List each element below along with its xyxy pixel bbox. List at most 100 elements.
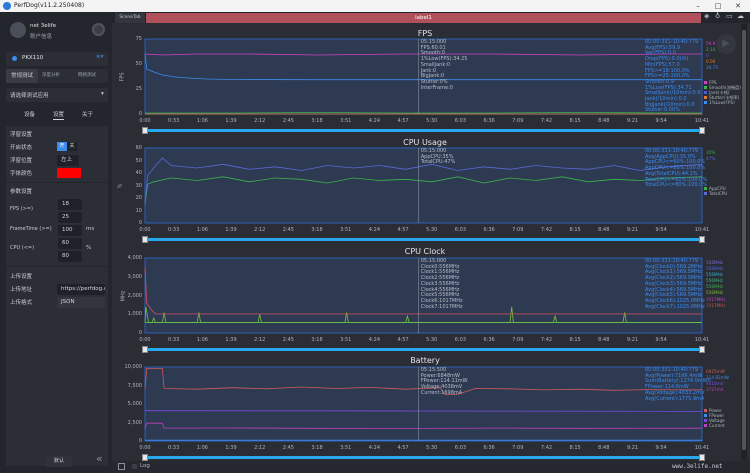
legend-value: 556MHz bbox=[706, 278, 723, 284]
legend-values: 35% 47% bbox=[706, 150, 715, 162]
vertical-scrollbar[interactable] bbox=[741, 24, 747, 460]
maximize-button[interactable]: □ bbox=[714, 2, 722, 10]
log-checkbox[interactable] bbox=[132, 464, 137, 469]
time-range-slider[interactable] bbox=[145, 456, 702, 459]
stats-line: FPower:114.6mW bbox=[645, 384, 689, 391]
scene-tab[interactable]: SceneTab bbox=[115, 13, 145, 23]
x-tick-label: 6:03 bbox=[454, 227, 467, 233]
x-tick-label: 1:39 bbox=[225, 445, 237, 451]
collapse-sidebar-button[interactable]: « bbox=[96, 452, 103, 465]
x-tick-label: 0:33 bbox=[168, 227, 180, 233]
legend-item[interactable]: Smooth(流畅度) bbox=[704, 85, 741, 90]
legend-item[interactable]: Power bbox=[704, 408, 725, 413]
float-position-select[interactable]: 左上 bbox=[57, 155, 79, 166]
y-tick-label: 30 bbox=[135, 182, 142, 189]
range-end-handle[interactable] bbox=[699, 236, 705, 243]
legend-label: Stutter(卡顿率) bbox=[709, 95, 740, 100]
pin-icon[interactable]: ♁ bbox=[715, 12, 721, 20]
range-start-handle[interactable] bbox=[142, 454, 148, 461]
stats-line: Avg(Clock6):1025.0MHz bbox=[645, 297, 705, 304]
footer-toggle-icon[interactable] bbox=[118, 463, 125, 470]
font-color-label: 字体颜色 bbox=[10, 171, 33, 177]
font-color-swatch[interactable] bbox=[57, 168, 81, 178]
range-start-handle[interactable] bbox=[142, 236, 148, 243]
cpu-threshold-2[interactable]: 80 bbox=[58, 251, 82, 262]
float-on-toggle[interactable]: 开 bbox=[57, 142, 67, 151]
legend-item[interactable]: FPS bbox=[704, 80, 741, 85]
legend-item[interactable]: Jank(卡顿) bbox=[704, 90, 741, 95]
account-info-link[interactable]: 账户信息 bbox=[30, 34, 53, 40]
legend-value: 556MHz bbox=[706, 266, 723, 272]
legend-item[interactable]: Voltage bbox=[704, 418, 725, 423]
legend-item[interactable]: AppCPU bbox=[704, 186, 727, 191]
y-tick-label: 50 bbox=[135, 61, 142, 67]
subtab-about[interactable]: 关于 bbox=[82, 112, 94, 118]
x-tick-label: 3:18 bbox=[311, 337, 323, 343]
label-tab[interactable]: label1 bbox=[146, 13, 701, 23]
cloud-icon[interactable]: ☁ bbox=[737, 12, 744, 20]
legend-values: 6925mW 114.82mW 4010mV 1727mA bbox=[706, 369, 729, 393]
device-select[interactable]: PKX110 ≋▾ bbox=[6, 52, 108, 66]
upload-address-input[interactable]: https://perfdog.q bbox=[57, 284, 105, 295]
fps-threshold-1[interactable]: 18 bbox=[58, 199, 82, 210]
x-tick-label: 3:51 bbox=[340, 337, 352, 343]
cursor-readout-line: 1%Low(FPS):34.25 bbox=[420, 56, 468, 63]
scrollbar-thumb[interactable] bbox=[742, 30, 746, 450]
range-end-handle[interactable] bbox=[699, 454, 705, 461]
range-start-handle[interactable] bbox=[142, 127, 148, 134]
y-tick-label: 25 bbox=[135, 86, 142, 92]
stats-summary: 00:00:331-10:40:779 Avg(FPS):59.9 Var(FPS)… bbox=[645, 39, 701, 114]
stats-line: Avg(Clock3):569.5MHz bbox=[645, 280, 702, 287]
y-axis-label: MHz bbox=[120, 290, 127, 301]
minimize-button[interactable]: – bbox=[696, 2, 700, 10]
close-button[interactable]: ✕ bbox=[735, 2, 741, 10]
frametime-label: FrameTime (>=) bbox=[10, 226, 52, 232]
float-status-label: 开启状态 bbox=[10, 145, 33, 151]
subtab-device[interactable]: 设备 bbox=[24, 112, 36, 118]
legend-swatch bbox=[704, 419, 707, 422]
folder-icon[interactable]: ▭ bbox=[726, 12, 733, 20]
range-end-handle[interactable] bbox=[699, 127, 705, 134]
avatar[interactable] bbox=[10, 22, 26, 38]
float-off-toggle[interactable]: 关 bbox=[67, 142, 77, 151]
frametime-input[interactable]: 100 bbox=[58, 225, 82, 236]
legend-value: 1727mA bbox=[706, 387, 724, 393]
upload-format-select[interactable]: JSON bbox=[57, 297, 105, 308]
legend-value: 556MHz bbox=[706, 284, 723, 290]
legend-item[interactable]: FPower bbox=[704, 413, 725, 418]
tab-normal-test[interactable]: 常规测试 bbox=[6, 69, 38, 83]
subtab-settings[interactable]: 设置 bbox=[53, 112, 65, 120]
range-start-handle[interactable] bbox=[142, 346, 148, 353]
play-button[interactable]: ▶ bbox=[716, 34, 736, 54]
range-end-handle[interactable] bbox=[699, 346, 705, 353]
upload-settings-title: 上传设置 bbox=[10, 274, 33, 280]
legend-item[interactable]: TotalCPU bbox=[704, 191, 727, 196]
tab-network-test[interactable]: 网络测试 bbox=[78, 73, 96, 78]
x-tick-label: 2:12 bbox=[254, 445, 266, 451]
app-select[interactable]: 请选择测试应用 ▾ bbox=[6, 88, 108, 102]
legend-item[interactable]: Current bbox=[704, 423, 725, 428]
legend-value: 2.14 bbox=[706, 47, 716, 53]
x-tick-label: 1:06 bbox=[196, 337, 208, 343]
window-title: PerfDog(v11.2.250408) bbox=[14, 2, 85, 9]
cursor-readout-line: AppCPU:35% bbox=[420, 153, 454, 160]
upload-format-label: 上传格式 bbox=[10, 300, 33, 306]
time-range-slider[interactable] bbox=[145, 348, 702, 351]
mode-tabs: 常规测试 深度分析 网络测试 bbox=[6, 69, 108, 83]
cursor-readout-line: Stutter:0% bbox=[420, 78, 448, 85]
x-tick-label: 4:57 bbox=[397, 445, 409, 451]
record-button[interactable] bbox=[92, 23, 105, 36]
x-tick-label: 1:06 bbox=[196, 118, 208, 124]
time-range-slider[interactable] bbox=[145, 238, 702, 241]
legend-item[interactable]: Stutter(卡顿率) bbox=[704, 95, 741, 100]
stats-line: Avg(Clock2):569.5MHz bbox=[645, 275, 702, 282]
fps-threshold-2[interactable]: 25 bbox=[58, 212, 82, 223]
location-icon[interactable]: ◈ bbox=[704, 12, 710, 20]
legend-value: 556MHz bbox=[706, 290, 723, 296]
tab-deep-analysis[interactable]: 深度分析 bbox=[42, 73, 60, 78]
time-range-slider[interactable] bbox=[145, 129, 702, 132]
default-button[interactable]: 默认 bbox=[46, 456, 72, 467]
legend-item[interactable]: 1%Low(FPS) bbox=[704, 100, 741, 105]
legend-value: 4010mV bbox=[706, 381, 724, 387]
cpu-threshold-1[interactable]: 60 bbox=[58, 238, 82, 249]
